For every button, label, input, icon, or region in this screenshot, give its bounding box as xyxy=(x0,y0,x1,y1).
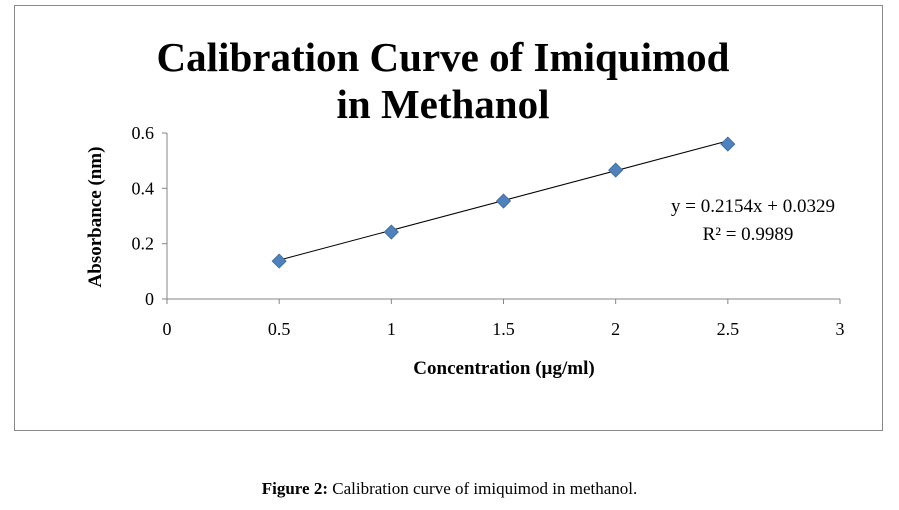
x-tick-label: 2.5 xyxy=(717,319,740,339)
y-tick-label: 0.2 xyxy=(132,234,155,254)
data-point xyxy=(271,253,287,269)
y-tick-label: 0.4 xyxy=(132,178,155,198)
x-tick-label: 1 xyxy=(387,319,396,339)
x-tick-label: 0 xyxy=(163,319,172,339)
x-tick-label: 2 xyxy=(611,319,620,339)
x-tick-label: 0.5 xyxy=(268,319,291,339)
caption-text: Calibration curve of imiquimod in methan… xyxy=(328,479,638,498)
y-tick-label: 0 xyxy=(145,289,154,309)
chart-frame xyxy=(14,5,883,431)
data-point xyxy=(720,136,736,152)
trendline-equation: y = 0.2154x + 0.0329 xyxy=(671,196,835,217)
data-point xyxy=(383,224,399,240)
chart-title-line-2: in Methanol xyxy=(337,81,550,127)
y-tick-label: 0.6 xyxy=(132,123,155,143)
y-axis-label: Absorbance (nm) xyxy=(85,147,106,288)
x-tick-label: 1.5 xyxy=(492,319,515,339)
caption-label: Figure 2: xyxy=(261,479,328,498)
data-point xyxy=(608,162,624,178)
figure-caption: Figure 2: Calibration curve of imiquimod… xyxy=(0,479,899,499)
data-point xyxy=(495,193,512,209)
x-axis-label: Concentration (µg/ml) xyxy=(413,358,594,379)
r-squared-label: R² = 0.9989 xyxy=(703,224,794,245)
calibration-chart: Calibration Curve of Imiquimod in Methan… xyxy=(85,34,845,379)
x-tick-label: 3 xyxy=(836,319,845,339)
chart-title-line-1: Calibration Curve of Imiquimod xyxy=(157,34,730,80)
